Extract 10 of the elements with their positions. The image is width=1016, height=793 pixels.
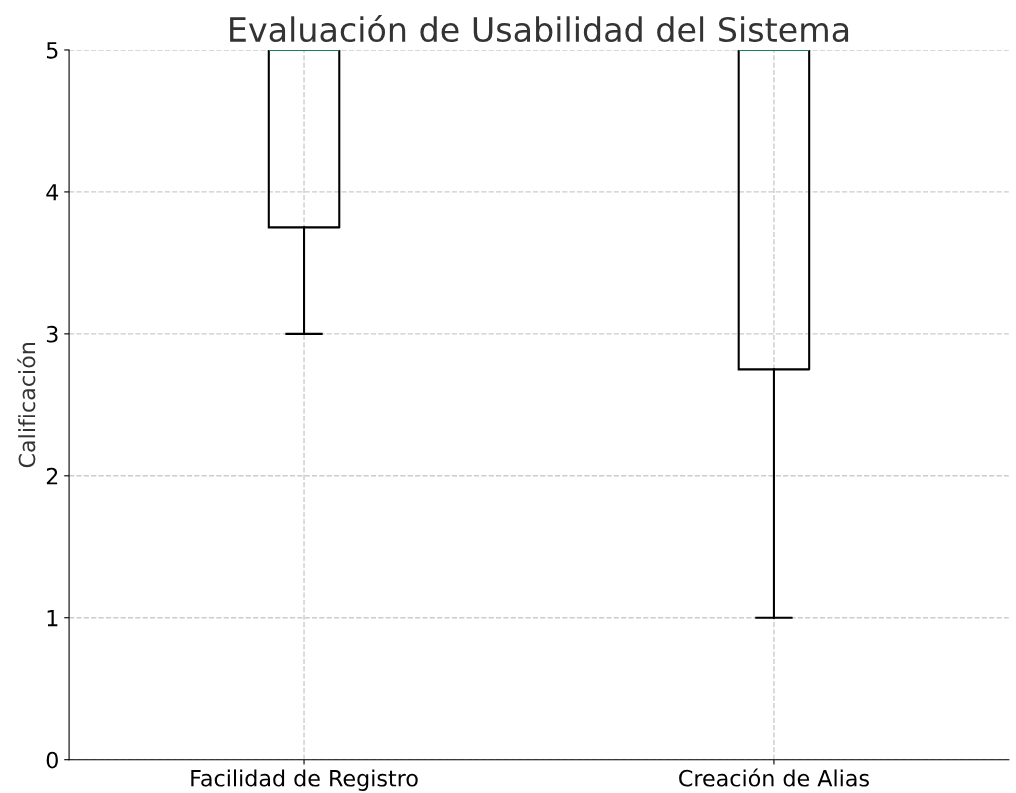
x-tick-label: Creación de Alias <box>679 768 869 787</box>
y-tick-label: 0 <box>46 751 58 769</box>
x-tick-label: Facilidad de Registro <box>191 769 418 791</box>
y-tick-label: 3 <box>46 325 58 343</box>
chart-title: Evaluación de Usabilidad del Sistema <box>230 14 849 43</box>
y-axis-title: Calificación <box>17 343 36 468</box>
y-tick-label: 4 <box>46 184 59 201</box>
y-tick-label: 5 <box>46 42 58 59</box>
y-tick-label: 2 <box>46 467 58 485</box>
y-tick-label: 1 <box>47 609 58 627</box>
